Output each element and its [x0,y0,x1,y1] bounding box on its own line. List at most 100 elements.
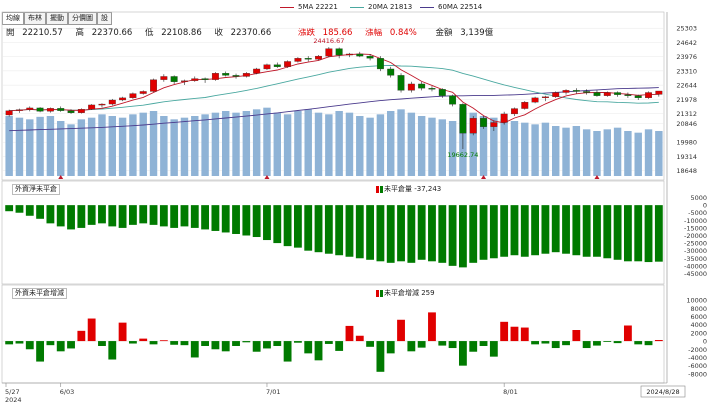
volume-bar [593,131,601,176]
oi-change-bar [46,341,55,346]
oi-change-panel-label[interactable]: 外資未平倉增減 [12,288,67,299]
volume-bar [335,111,343,176]
candle-body [521,101,529,109]
volume-bar [57,121,65,176]
volume-bar [428,117,436,176]
candle-body [16,109,23,111]
oi-change-bar [335,341,344,351]
net-oi-tick-label: -30000 [684,247,707,255]
candle-body [356,53,364,57]
volume-bar [149,111,158,176]
current-date-box [640,385,686,398]
oi-change-tick-label: 6000 [690,313,707,321]
volume-bar [160,116,168,176]
candle-body [572,90,580,92]
oi-change-bar [510,326,519,342]
panel-frame [1,284,665,384]
oi-change-bar [98,341,106,346]
candle-body [5,110,13,116]
candle-body [46,108,54,112]
event-marker [594,175,600,179]
net-oi-bar [593,205,601,257]
oi-change-bar [417,341,426,348]
tab-volume-profile[interactable]: 分價圖 [68,12,97,25]
volume-bar [263,107,271,176]
oi-change-legend: 未平倉增減 259 [376,288,435,298]
volume-bar [407,112,416,176]
oi-change-bar [407,341,416,352]
volume-bar [387,111,395,176]
net-oi-bar [448,205,457,266]
high-label: 高 [75,28,84,38]
event-marker [58,175,64,179]
candle-body [511,108,518,115]
volume-bar [5,116,13,176]
oi-change-bar [304,341,313,354]
net-oi-panel-label[interactable]: 外資淨未平倉 [12,184,60,195]
oi-change-bar [180,341,189,346]
net-oi-bar [458,205,467,268]
net-oi-legend-label: 未平倉量 -37,243 [384,185,442,193]
net-oi-bar [623,205,632,262]
candle-body [459,104,467,134]
tab-ma[interactable]: 均線 [2,12,24,25]
candle-body [418,83,426,89]
volume-bar [129,114,137,176]
candle-body [407,83,415,91]
oi-change-bar [531,341,540,345]
ma5-line [9,53,659,124]
net-oi-bar [324,205,333,254]
net-oi-bar [613,205,622,260]
tab-bollinger[interactable]: 布林 [24,12,46,25]
change-label: 漲跌 [297,28,315,38]
oi-change-tick-label: 0 [703,338,707,346]
net-oi-tick-label: -20000 [684,232,707,240]
oi-change-tick-label: -4000 [688,354,707,362]
net-oi-bar [531,205,540,256]
oi-change-bar [25,341,34,350]
net-oi-bar [572,205,581,256]
price-tick-label: 18648 [676,167,697,175]
net-oi-bar [98,205,106,224]
volume-bar [500,119,508,176]
oi-change-bar [67,341,75,349]
price-tick-label: 21978 [676,96,697,104]
price-tick-label: 19980 [676,139,697,147]
candle-body [480,118,487,127]
volume-bar [531,124,539,176]
volume-bar [613,127,622,176]
oi-change-bar [232,341,240,346]
net-oi-bar [201,205,210,230]
net-oi-bar [139,205,148,224]
tab-oscillator[interactable]: 擺動 [46,12,68,25]
ma5-legend: 5MA 22221 [280,3,338,11]
open-label: 開 [6,28,15,38]
tab-settings[interactable]: 設 [97,12,112,25]
oi-change-tick-label: 4000 [690,321,707,329]
candle-body [119,97,127,101]
net-oi-bar [582,205,591,257]
net-oi-bar [428,205,436,262]
oi-change-bar [572,330,581,342]
candle-body [624,94,632,96]
candle-body [98,103,106,106]
quote-bar: 開 22210.57 高 22370.66 低 22108.86 收 22370… [6,26,503,38]
oi-change-bar [170,341,179,345]
candle-body [294,58,302,62]
volume-bar [108,116,116,176]
oi-change-bar [520,327,529,342]
volume-bar [572,126,581,176]
net-oi-tick-label: -35000 [684,255,707,263]
net-oi-bar [232,205,240,234]
oi-change-bar [159,340,168,342]
net-oi-bar [479,205,488,260]
candle-body [263,64,271,70]
candle-body [191,78,199,81]
net-oi-bar [551,205,560,253]
net-oi-bar [314,205,323,253]
oi-change-bar [500,321,509,342]
volume-bar [294,111,302,176]
candle-body [593,92,601,96]
oi-change-bar [654,340,663,342]
net-oi-bar [15,205,24,213]
